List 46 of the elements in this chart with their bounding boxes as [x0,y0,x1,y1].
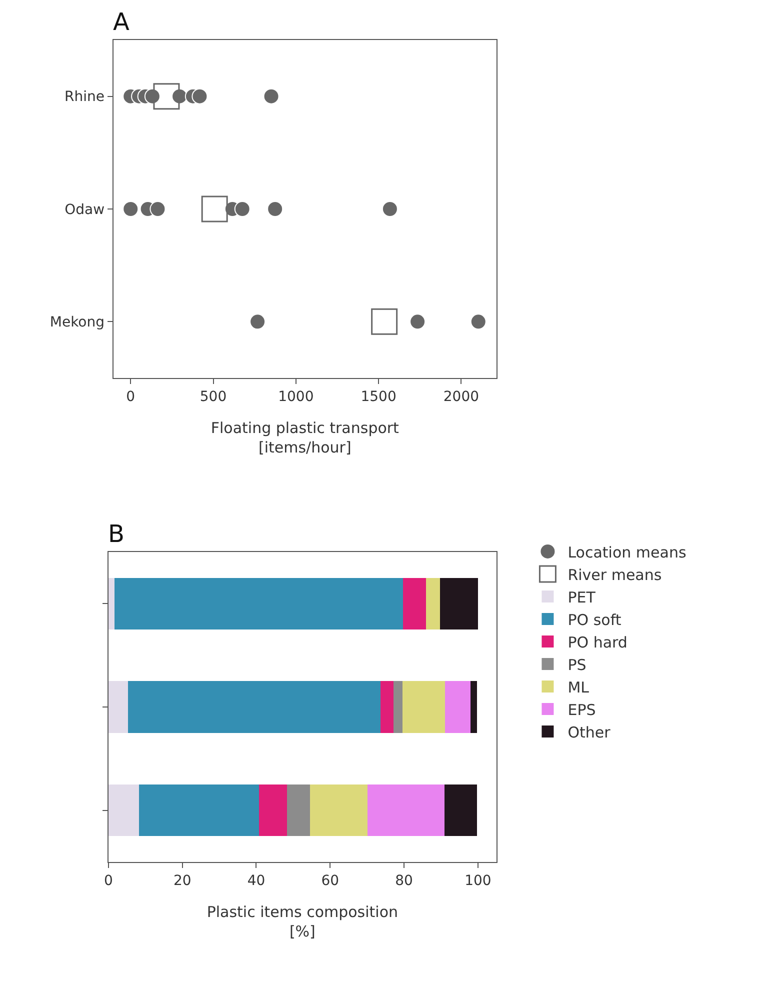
y-tick-label: Rhine [64,89,105,106]
bar [286,784,310,836]
x-tick-label: 40 [247,872,266,889]
bar [394,681,403,733]
bar [440,578,478,630]
x-axis-title: Floating plastic transport [items/hour] [210,418,400,456]
bar [114,578,403,630]
x-tick-label: 60 [321,872,340,889]
bar [402,681,446,733]
x-tick-label: 20 [173,872,192,889]
legend-label: Other [568,723,612,742]
x-tick-label: 0 [104,872,113,889]
bar [367,784,444,836]
bar [108,784,140,836]
x-tick-label: 80 [395,872,413,889]
legend-label: PS [568,656,586,674]
x-axis-title: Plastic items composition [%] [206,902,398,940]
x-tick-label: 1000 [278,388,314,405]
legend-label: PO soft [568,610,622,629]
chart-title: B [108,520,124,548]
legend-label: Location means [568,543,686,562]
legend-label: EPS [568,700,596,719]
x-tick-label: 2000 [443,388,480,405]
bar [426,578,440,630]
x-tick-label: 500 [200,388,227,405]
bar [108,681,128,733]
bar [108,578,115,630]
bar [402,578,426,630]
x-tick-label: 0 [126,388,136,405]
bar [310,784,368,836]
legend-label: PO hard [568,633,628,652]
bar [139,784,260,836]
bar [470,681,477,733]
bar [128,681,380,733]
x-tick-label: 100 [464,872,492,889]
x-tick-label: 1500 [360,388,396,405]
y-tick-label: Mekong [50,314,105,331]
bar [380,681,394,733]
bar [445,681,471,733]
legend-label: PET [568,588,596,606]
chart-title: A [113,8,130,36]
legend-label: River means [568,566,662,584]
bar [444,784,478,836]
legend-label: ML [568,678,590,696]
y-tick-label: Odaw [64,202,105,218]
bar [259,784,287,836]
